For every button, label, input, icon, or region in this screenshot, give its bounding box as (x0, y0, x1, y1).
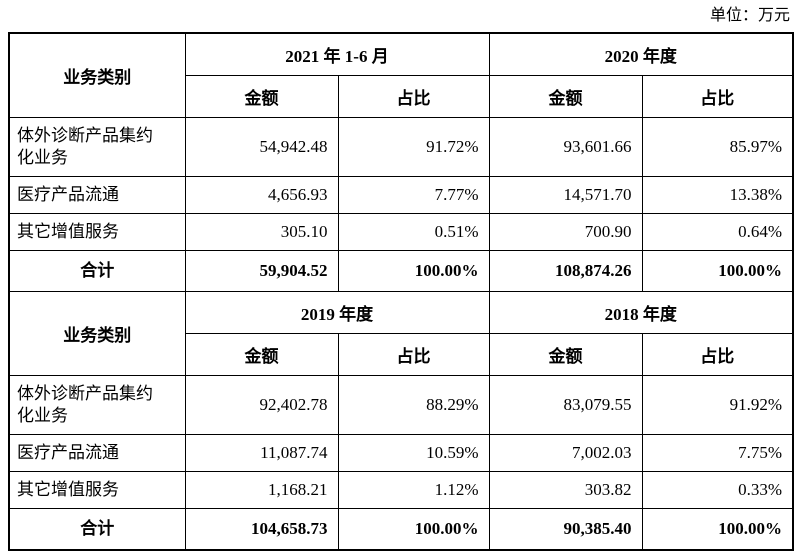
section2-amount-header-1: 金额 (184, 333, 339, 376)
amount-cell: 92,402.78 (184, 375, 339, 435)
unit-label: 单位：万元 (709, 7, 790, 24)
table-row: 医疗产品流通 11,087.74 10.59% 7,002.03 7.75% (8, 434, 794, 472)
total-label: 合计 (8, 508, 186, 551)
row-label: 其它增值服务 (8, 213, 186, 251)
total-amount-cell: 59,904.52 (184, 250, 339, 292)
ratio-cell: 7.75% (641, 434, 794, 472)
amount-cell: 83,079.55 (488, 375, 643, 435)
ratio-cell: 1.12% (337, 471, 490, 509)
amount-cell: 1,168.21 (184, 471, 339, 509)
row-label: 其它增值服务 (8, 471, 186, 509)
amount-cell: 4,656.93 (184, 176, 339, 214)
amount-cell: 14,571.70 (488, 176, 643, 214)
section2-ratio-header-2: 占比 (641, 333, 794, 376)
ratio-cell: 88.29% (337, 375, 490, 435)
total-ratio-cell: 100.00% (641, 250, 794, 292)
table-row: 体外诊断产品集约化业务 92,402.78 88.29% 83,079.55 9… (8, 375, 794, 435)
total-amount-cell: 108,874.26 (488, 250, 643, 292)
section2-period2-header: 2018 年度 (488, 291, 794, 334)
row-label: 体外诊断产品集约化业务 (8, 117, 186, 177)
ratio-cell: 0.51% (337, 213, 490, 251)
row-label: 体外诊断产品集约化业务 (8, 375, 186, 435)
total-amount-cell: 90,385.40 (488, 508, 643, 551)
ratio-cell: 7.77% (337, 176, 490, 214)
ratio-cell: 13.38% (641, 176, 794, 214)
total-row: 合计 104,658.73 100.00% 90,385.40 100.00% (8, 508, 794, 551)
section2-period-header-row: 业务类别 2019 年度 2018 年度 (8, 291, 794, 376)
amount-cell: 305.10 (184, 213, 339, 251)
section1-ratio-header-1: 占比 (337, 75, 490, 118)
document-page: 单位：万元 业务类别 2021 年 1-6 月 2020 年度 金额 占比 金额… (8, 7, 795, 551)
total-ratio-cell: 100.00% (337, 250, 490, 292)
ratio-cell: 10.59% (337, 434, 490, 472)
section1-subheader-row: 金额 占比 金额 占比 (9, 75, 794, 118)
section1-period1-header: 2021 年 1-6 月 (184, 32, 490, 76)
total-row: 合计 59,904.52 100.00% 108,874.26 100.00% (8, 250, 794, 292)
ratio-cell: 85.97% (641, 117, 794, 177)
ratio-cell: 0.33% (641, 471, 794, 509)
total-ratio-cell: 100.00% (337, 508, 490, 551)
table-row: 其它增值服务 1,168.21 1.12% 303.82 0.33% (8, 471, 794, 509)
section2-ratio-header-1: 占比 (337, 333, 490, 376)
amount-cell: 7,002.03 (488, 434, 643, 472)
section1-amount-header-2: 金额 (488, 75, 643, 118)
ratio-cell: 91.72% (337, 117, 490, 177)
amount-cell: 11,087.74 (184, 434, 339, 472)
ratio-cell: 0.64% (641, 213, 794, 251)
section1-amount-header-1: 金额 (184, 75, 339, 118)
total-ratio-cell: 100.00% (641, 508, 794, 551)
total-label: 合计 (8, 250, 186, 292)
section1-period2-header: 2020 年度 (488, 32, 794, 76)
section1-period-header-row: 业务类别 2021 年 1-6 月 2020 年度 (8, 32, 794, 118)
ratio-cell: 91.92% (641, 375, 794, 435)
section2-category-header: 业务类别 (8, 291, 186, 376)
amount-cell: 700.90 (488, 213, 643, 251)
table-row: 其它增值服务 305.10 0.51% 700.90 0.64% (8, 213, 794, 251)
table-row: 体外诊断产品集约化业务 54,942.48 91.72% 93,601.66 8… (8, 117, 794, 177)
section2-period1-header: 2019 年度 (184, 291, 490, 334)
amount-cell: 303.82 (488, 471, 643, 509)
section1-category-header: 业务类别 (8, 32, 186, 118)
section2-amount-header-2: 金额 (488, 333, 643, 376)
section1-ratio-header-2: 占比 (641, 75, 794, 118)
total-amount-cell: 104,658.73 (184, 508, 339, 551)
table-row: 医疗产品流通 4,656.93 7.77% 14,571.70 13.38% (8, 176, 794, 214)
amount-cell: 54,942.48 (184, 117, 339, 177)
amount-cell: 93,601.66 (488, 117, 643, 177)
section2-subheader-row: 金额 占比 金额 占比 (9, 333, 794, 376)
business-revenue-table: 业务类别 2021 年 1-6 月 2020 年度 金额 占比 金额 占比 体外… (8, 32, 795, 551)
row-label: 医疗产品流通 (8, 176, 186, 214)
row-label: 医疗产品流通 (8, 434, 186, 472)
